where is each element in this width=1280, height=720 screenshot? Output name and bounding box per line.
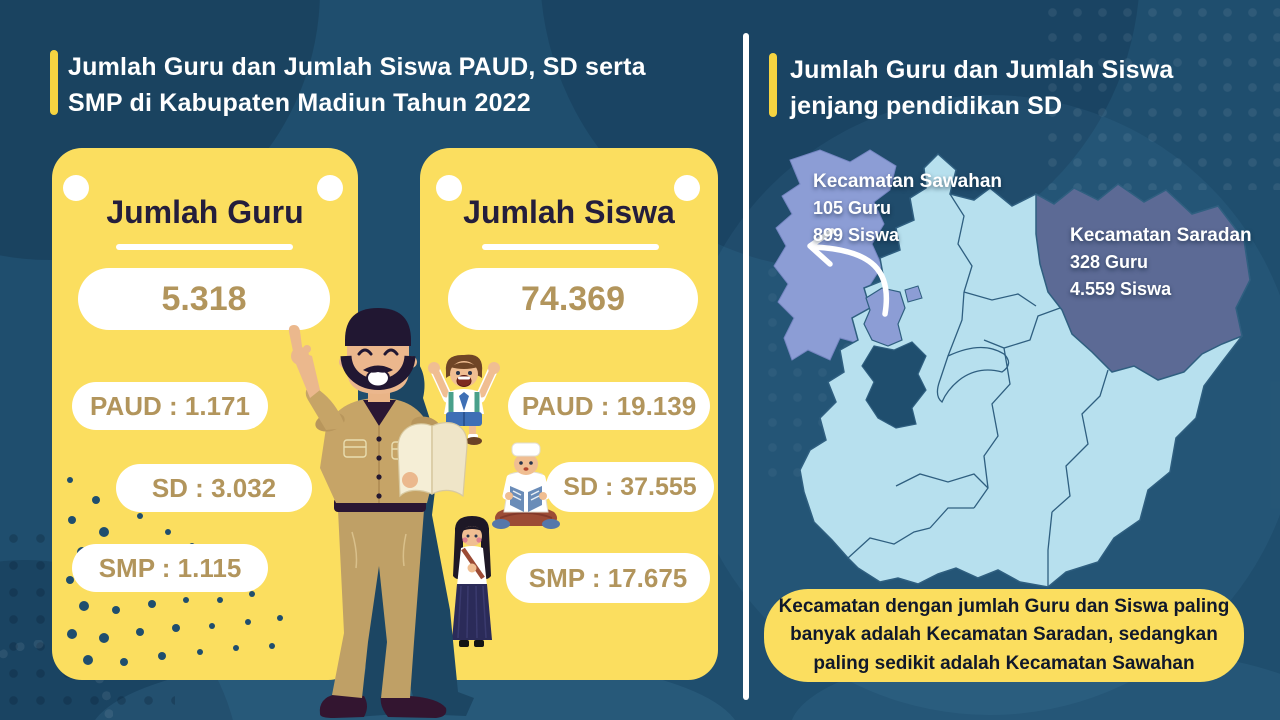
sawahan-label-guru: 105 Guru — [813, 198, 892, 218]
saradan-label: Kecamatan Saradan 328 Guru 4.559 Siswa — [1070, 222, 1252, 303]
sawahan-region-fragment — [904, 285, 923, 303]
guru-smp-pill: SMP : 1.115 — [72, 544, 268, 592]
guru-sd-pill: SD : 3.032 — [116, 464, 312, 512]
saradan-region-shape — [1035, 183, 1251, 381]
sawahan-label-name: Kecamatan Sawahan — [813, 171, 1003, 192]
sawahan-region-small — [863, 287, 906, 347]
section-divider — [743, 33, 749, 700]
guru-card-title: Jumlah Guru — [106, 194, 304, 230]
conclusion-note-box: Kecamatan dengan jumlah Guru dan Siswa p… — [764, 589, 1244, 682]
conclusion-note-text: Kecamatan dengan jumlah Guru dan Siswa p… — [778, 595, 1230, 674]
teacher-illustration — [288, 308, 474, 718]
saradan-label-guru: 328 Guru — [1070, 252, 1149, 272]
guru-card-hole-left — [63, 175, 89, 201]
siswa-total-pill: 74.369 — [448, 268, 698, 330]
guru-card-underline — [116, 244, 293, 250]
left-title-accent-bar — [50, 50, 58, 115]
madiun-map — [773, 149, 1251, 588]
sawahan-label-siswa: 899 Siswa — [813, 225, 900, 245]
district-boundaries — [847, 193, 1109, 587]
curved-arrow-icon — [807, 228, 890, 317]
kota-madiun-hole — [861, 341, 927, 429]
guru-card-hole-right — [317, 175, 343, 201]
sawahan-label: Kecamatan Sawahan 105 Guru 899 Siswa — [813, 168, 1002, 249]
guru-paud-pill: PAUD : 1.171 — [72, 382, 268, 430]
siswa-paud-pill: PAUD : 19.139 — [508, 382, 710, 430]
right-title-accent-bar — [769, 53, 777, 117]
siswa-card-hole-right — [674, 175, 700, 201]
dot-pattern-top-right — [1040, 0, 1280, 190]
guru-total-pill: 5.318 — [78, 268, 330, 330]
left-panel-title: Jumlah Guru dan Jumlah Siswa PAUD, SD se… — [68, 53, 646, 117]
boy-reading-illustration — [492, 442, 560, 529]
siswa-card-title: Jumlah Siswa — [463, 194, 675, 230]
right-panel-title: Jumlah Guru dan Jumlah Siswa jenjang pen… — [790, 56, 1174, 120]
siswa-smp-pill: SMP : 17.675 — [506, 553, 710, 603]
saradan-label-siswa: 4.559 Siswa — [1070, 279, 1172, 299]
siswa-card-underline — [482, 244, 659, 250]
student-girl-illustration — [452, 516, 492, 647]
siswa-sd-pill: SD : 37.555 — [546, 462, 714, 512]
siswa-card-hole-left — [436, 175, 462, 201]
saradan-label-name: Kecamatan Saradan — [1070, 225, 1252, 246]
